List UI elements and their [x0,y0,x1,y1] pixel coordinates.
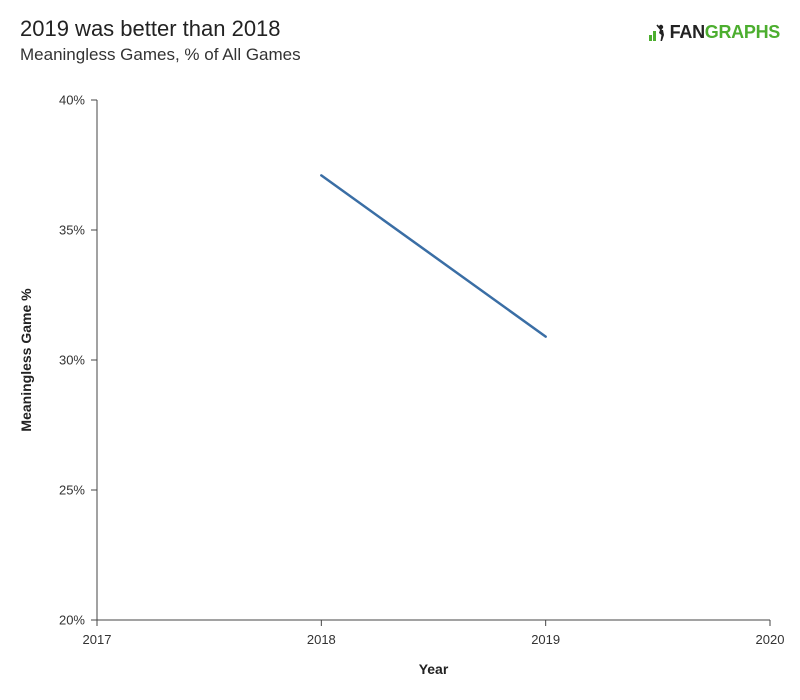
y-tick-label: 30% [59,353,85,368]
chart-ticks: 20% 25% 30% 35% 40% 2017 2018 2019 2020 [59,93,784,648]
logo-text-graphs: GRAPHS [704,22,781,42]
series-line [320,174,547,338]
x-tick-label: 2020 [756,632,785,647]
chart-axes [96,100,770,621]
chart-series [320,174,547,338]
batter-icon [648,23,664,41]
logo-text-fan: FAN [669,22,705,42]
x-tick-label: 2019 [531,632,560,647]
chart-subtitle: Meaningless Games, % of All Games [20,45,301,64]
x-tick-label: 2018 [307,632,336,647]
x-tick-label: 2017 [83,632,112,647]
fangraphs-logo[interactable]: FAN GRAPHS [648,22,780,43]
chart-header: 2019 was better than 2018 Meaningless Ga… [20,14,780,66]
y-tick-label: 20% [59,613,85,628]
y-tick-label: 40% [59,93,85,108]
y-tick-label: 35% [59,223,85,238]
y-axis-title: Meaningless Game % [18,288,34,432]
y-tick-label: 25% [59,483,85,498]
x-axis-title: Year [419,661,449,677]
chart-title: 2019 was better than 2018 [20,16,281,41]
